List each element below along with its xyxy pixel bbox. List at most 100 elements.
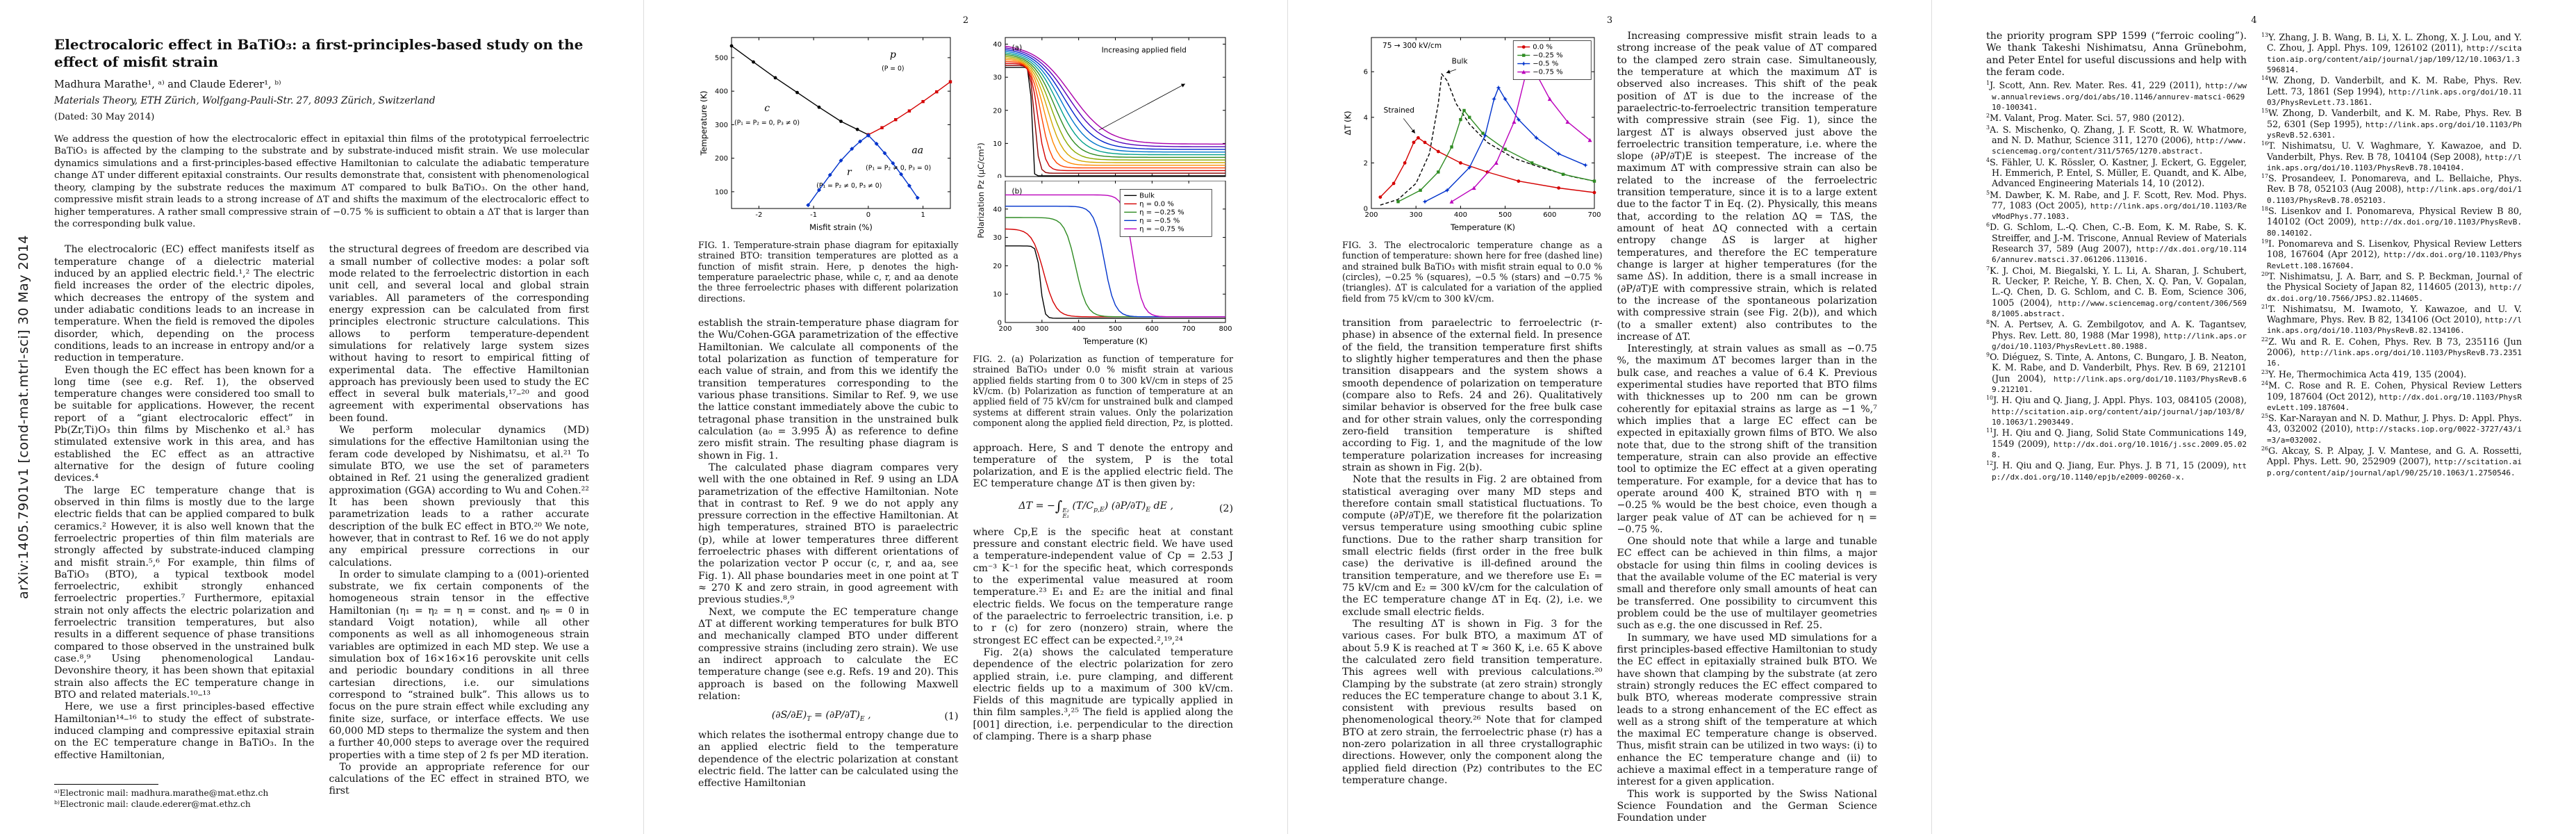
page2-left-column: -2 -1 0 1 100 200 300 400 500 Misfit strain (%) Te…	[698, 31, 959, 810]
body-paragraph: In order to simulate clamping to a (001)…	[329, 569, 590, 761]
references-right: 13Y. Zhang, J. B. Wang, B. Li, X. L. Zho…	[2261, 32, 2522, 478]
reference-item: 17S. Prosandeev, I. Ponomareva, and L. B…	[2261, 173, 2522, 205]
footnote-block: ᵃ⁾Electronic mail: madhura.marathe@mat.e…	[54, 784, 315, 810]
reference-url[interactable]: http://link.aps.org/doi/10.1103/PhysRevB…	[2267, 316, 2522, 336]
reference-number: 11	[1986, 427, 1994, 434]
svg-text:Misfit strain (%): Misfit strain (%)	[809, 222, 873, 232]
equation-2-body: ΔT = −∫ E₂ E₁ (T/Cp,E) (∂P/∂T)E dE ,	[1018, 497, 1173, 521]
reference-url[interactable]: http://link.aps.org/doi/10.1103/PhysRevB…	[2267, 152, 2522, 172]
reference-text: Y. He, Thermochimica Acta 419, 135 (2004…	[2268, 368, 2467, 379]
svg-text:200: 200	[715, 155, 728, 163]
svg-text:400: 400	[1454, 211, 1467, 219]
svg-text:800: 800	[1219, 325, 1232, 333]
reference-item: 12J. H. Qiu and Q. Jiang, Eur. Phys. J. …	[1986, 460, 2247, 482]
reference-text: S. Fähler, U. K. Rössler, O. Kastner, J.…	[1990, 156, 2247, 189]
page4-left-column: the priority program SPP 1599 (“ferroic …	[1986, 31, 2247, 810]
body-paragraph: establish the strain-temperature phase d…	[698, 318, 959, 461]
svg-text:1: 1	[920, 211, 925, 219]
page2-right-text-b: where Cp,E is the specific heat at const…	[973, 527, 1234, 744]
figure-2-panels: Polarization Pz (μC/cm²) 0 10 20 30 40 (a) Inc…	[973, 31, 1234, 350]
body-paragraph: transition from paraelectric to ferroele…	[1342, 318, 1603, 473]
body-paragraph: Next, we compute the EC temperature chan…	[698, 606, 959, 702]
svg-text:Temperature (K): Temperature (K)	[1450, 222, 1515, 232]
reference-text: D. G. Schlom, L.-Q. Chen, C.-B. Eom, K. …	[1990, 222, 2247, 254]
reference-url[interactable]: http://stacks.iop.org/0022-3727/43/i=3/a…	[2267, 425, 2522, 445]
svg-text:500: 500	[1498, 211, 1512, 219]
body-paragraph: where Cp,E is the specific heat at const…	[973, 526, 1234, 646]
reference-url[interactable]: http://dx.doi.org/10.1140/epjb/e2009-002…	[1992, 461, 2247, 482]
svg-text:700: 700	[1182, 325, 1195, 333]
svg-text:p: p	[890, 49, 896, 60]
reference-number: 12	[1986, 460, 1994, 467]
body-paragraph: the structural degrees of freedom are de…	[329, 244, 590, 424]
equation-1-number: (1)	[944, 710, 959, 722]
reference-url[interactable]: http://link.aps.org/doi/10.1103/PhysRevL…	[2267, 87, 2522, 107]
reference-url[interactable]: http://dx.doi.org/10.1103/PhysRevLett.10…	[2267, 250, 2522, 270]
svg-text:Bulk: Bulk	[1139, 192, 1155, 199]
page3-right-text: Increasing compressive misfit strain lea…	[1617, 31, 1878, 825]
svg-text:Temperature (K): Temperature (K)	[1082, 336, 1147, 346]
svg-text:200: 200	[998, 325, 1012, 333]
svg-text:Temperature (K): Temperature (K)	[699, 90, 709, 156]
reference-text: M. Dawber, K. M. Rabe, and J. F. Scott, …	[1990, 189, 2247, 211]
reference-text: J. H. Qiu and Q. Jiang, Eur. Phys. J. B …	[1993, 460, 2230, 471]
reference-url[interactable]: http://www.sciencemag.org/content/311/57…	[1992, 136, 2247, 156]
reference-url[interactable]: http://link.aps.org/doi/10.1103/PhysRevB…	[2267, 348, 2522, 368]
reference-url[interactable]: http://link.aps.org/doi/10.1103/PhysRevL…	[1992, 331, 2247, 351]
svg-text:0.0 %: 0.0 %	[1533, 44, 1553, 51]
svg-text:(P₁ = P₂ ≠ 0, P₃ = 0): (P₁ = P₂ ≠ 0, P₃ = 0)	[866, 165, 931, 172]
page3-left-column: 200 300 400 500 600 700 0 2 4 6 Temperature (K) ΔT …	[1342, 31, 1603, 810]
reference-item: 21T. Nishimatsu, M. Iwamoto, Y. Kawazoe,…	[2261, 304, 2522, 336]
figure-1-caption: FIG. 1. Temperature-strain phase diagram…	[698, 240, 959, 304]
reference-url[interactable]: http://dx.doi.org/10.1103/PhysRevB.80.14…	[2267, 218, 2522, 238]
reference-url[interactable]: http://scitation.aip.org/content/aip/jou…	[1992, 407, 2245, 427]
svg-text:20: 20	[993, 263, 1002, 270]
svg-text:2: 2	[1364, 160, 1368, 167]
reference-url[interactable]: http://dx.doi.org/10.7566/JPSJ.82.114605…	[2267, 283, 2522, 303]
reference-text: T. Nishimatsu, J. A. Barr, and S. P. Bec…	[2267, 271, 2522, 293]
svg-text:4: 4	[1364, 114, 1368, 122]
svg-text:(P₁ = P₂ ≠ 0, P₃ ≠ 0): (P₁ = P₂ ≠ 0, P₃ ≠ 0)	[816, 182, 882, 190]
svg-text:600: 600	[1543, 211, 1556, 219]
body-paragraph: The calculated phase diagram compares ve…	[698, 461, 959, 606]
body-paragraph: approach. Here, S and T denote the entro…	[973, 442, 1234, 490]
reference-item: 24M. C. Rose and R. E. Cohen, Physical R…	[2261, 380, 2522, 412]
reference-url[interactable]: http://www.annualreviews.org/doi/abs/10.…	[1992, 81, 2247, 112]
reference-item: 2M. Valant, Prog. Mater. Sci. 57, 980 (2…	[1986, 113, 2247, 123]
reference-url[interactable]: http://dx.doi.org/10.1103/PhysRevLett.10…	[2267, 392, 2522, 412]
figure-1-plot: -2 -1 0 1 100 200 300 400 500 Misfit strain (%) Te…	[698, 31, 959, 236]
reference-item: 7K. J. Choi, M. Biegalski, Y. L. Li, A. …	[1986, 265, 2247, 318]
reference-number: 19	[2261, 238, 2269, 245]
reference-url[interactable]: http://www.sciencemag.org/content/306/56…	[1992, 298, 2247, 318]
footnote: ᵇ⁾Electronic mail: claude.ederer@mat.eth…	[54, 799, 251, 810]
equation-1-body: (∂S/∂E)T = (∂P/∂T)E ,	[771, 710, 871, 723]
page2-right-text-a: approach. Here, S and T denote the entro…	[973, 443, 1234, 491]
svg-text:500: 500	[1108, 325, 1121, 333]
figure-2-caption: FIG. 2. (a) Polarization as function of …	[973, 354, 1234, 429]
page-2: 2 -2 -1 0 1 100 200 300 400 500 Misfit strain (%)…	[644, 0, 1288, 834]
reference-item: 13Y. Zhang, J. B. Wang, B. Li, X. L. Zho…	[2261, 32, 2522, 74]
paper-date: (Dated: 30 May 2014)	[54, 112, 155, 122]
reference-item: 10J. H. Qiu and Q. Jiang, J. Appl. Phys.…	[1986, 395, 2247, 427]
reference-url[interactable]: http://dx.doi.org/10.1146/annurev.matsci…	[1992, 245, 2247, 265]
reference-url[interactable]: http://dx.doi.org/10.1016/j.ssc.2009.05.…	[1992, 439, 2247, 459]
svg-text:η = −0.75 %: η = −0.75 %	[1139, 225, 1184, 233]
reference-text: W. Zhong, D. Vanderbilt, and K. M. Rabe,…	[2267, 108, 2522, 129]
svg-text:r: r	[847, 167, 852, 178]
body-paragraph: One should note that while a large and t…	[1617, 536, 1878, 632]
reference-url[interactable]: http://link.aps.org/doi/10.1103/PhysRevB…	[2267, 120, 2522, 140]
reference-url[interactable]: http://link.aps.org/doi/10.1103/PhysRevB…	[1992, 374, 2247, 394]
svg-text:500: 500	[715, 54, 728, 62]
reference-url[interactable]: http://link.aps.org/doi/10.1103/PhysRevB…	[2267, 185, 2522, 205]
page-4: 4 the priority program SPP 1599 (“ferroi…	[1932, 0, 2576, 834]
page-number: 4	[2251, 15, 2257, 26]
figure-2-ylabel: Polarization Pz (μC/cm²)	[975, 142, 986, 238]
svg-text:ΔT (K): ΔT (K)	[1343, 111, 1353, 135]
reference-text: S. Kar-Narayan and N. D. Mathur, J. Phys…	[2267, 413, 2522, 434]
reference-url[interactable]: http://scitation.aip.org/content/aip/jou…	[2267, 44, 2522, 74]
reference-item: 5M. Dawber, K. M. Rabe, and J. F. Scott,…	[1986, 190, 2247, 222]
reference-url[interactable]: http://scitation.aip.org/content/aip/jou…	[2267, 457, 2522, 477]
reference-url[interactable]: http://link.aps.org/doi/10.1103/RevModPh…	[1992, 202, 2247, 222]
equation-2-number: (2)	[1219, 502, 1233, 514]
reference-number: 25	[2261, 413, 2269, 420]
